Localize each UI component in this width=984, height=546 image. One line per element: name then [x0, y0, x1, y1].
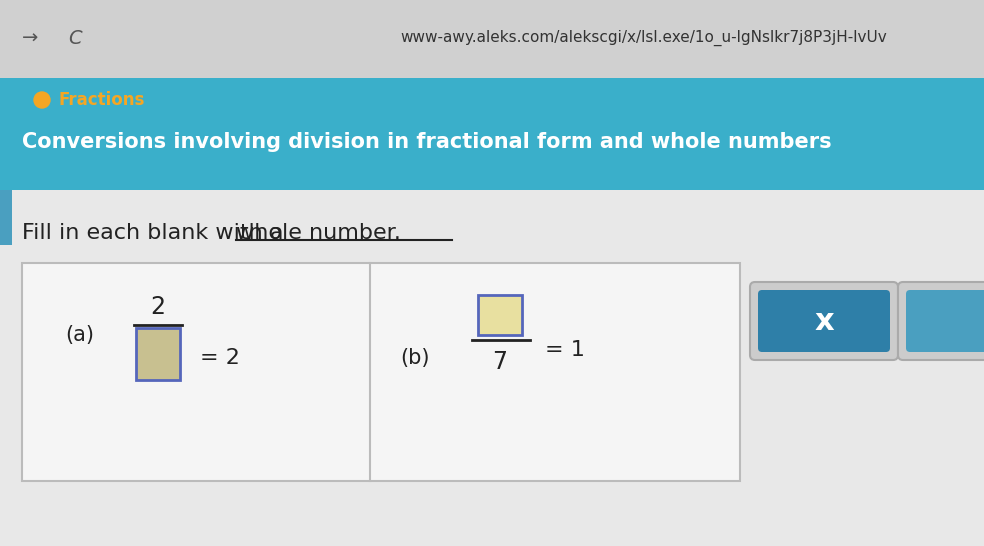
FancyBboxPatch shape [758, 290, 890, 352]
Text: 2: 2 [151, 295, 165, 319]
FancyBboxPatch shape [22, 263, 740, 481]
Text: Fill in each blank with a: Fill in each blank with a [22, 223, 290, 243]
Text: Fractions: Fractions [58, 91, 145, 109]
FancyBboxPatch shape [750, 282, 898, 360]
Text: x: x [814, 306, 833, 335]
FancyBboxPatch shape [0, 0, 984, 78]
Text: (a): (a) [65, 325, 94, 345]
FancyBboxPatch shape [478, 295, 522, 335]
FancyBboxPatch shape [0, 190, 12, 245]
Text: = 2: = 2 [200, 348, 240, 368]
FancyBboxPatch shape [0, 78, 984, 190]
Text: Conversions involving division in fractional form and whole numbers: Conversions involving division in fracti… [22, 132, 831, 152]
Text: C: C [68, 28, 82, 48]
FancyBboxPatch shape [906, 290, 984, 352]
Text: 7: 7 [493, 350, 508, 374]
FancyBboxPatch shape [898, 282, 984, 360]
Text: = 1: = 1 [545, 340, 584, 360]
Text: →: → [22, 28, 38, 48]
Circle shape [34, 92, 50, 108]
Text: whole number.: whole number. [236, 223, 400, 243]
Text: www-awy.aleks.com/alekscgi/x/lsl.exe/1o_u-lgNslkr7j8P3jH-lvUv: www-awy.aleks.com/alekscgi/x/lsl.exe/1o_… [400, 30, 887, 46]
Text: (b): (b) [400, 348, 429, 368]
FancyBboxPatch shape [136, 328, 180, 380]
